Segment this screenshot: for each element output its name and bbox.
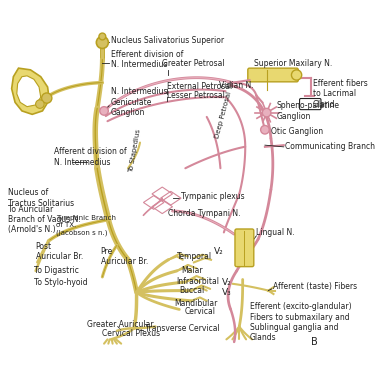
- Ellipse shape: [291, 70, 302, 80]
- Text: V₃: V₃: [222, 288, 232, 297]
- Text: To Auricular
Branch of Vagus N.
(Arnold's N.): To Auricular Branch of Vagus N. (Arnold'…: [8, 205, 81, 234]
- Circle shape: [262, 108, 271, 117]
- Text: Spheno-palatine
Ganglion: Spheno-palatine Ganglion: [277, 101, 340, 121]
- Text: To Stylo-hyoid: To Stylo-hyoid: [34, 278, 87, 286]
- Text: Deep Petrosal: Deep Petrosal: [214, 91, 232, 139]
- Text: To Digastric: To Digastric: [34, 266, 79, 275]
- Polygon shape: [17, 76, 41, 106]
- Text: Lingual N.: Lingual N.: [256, 228, 295, 237]
- Text: Communicating Branch: Communicating Branch: [285, 142, 375, 152]
- Text: N. Intermedius
Geniculate
Ganglion: N. Intermedius Geniculate Ganglion: [111, 87, 168, 117]
- Text: Greater Auricular: Greater Auricular: [87, 320, 154, 329]
- Text: Infraorbital: Infraorbital: [176, 277, 219, 286]
- Text: Chorda Tympani N.: Chorda Tympani N.: [168, 209, 241, 218]
- Text: External Petrosal: External Petrosal: [167, 82, 233, 92]
- Circle shape: [36, 100, 44, 108]
- Text: Vidian N.: Vidian N.: [219, 81, 253, 90]
- Text: Nucleus of
Tractus Solitarius: Nucleus of Tractus Solitarius: [8, 189, 74, 208]
- Circle shape: [261, 126, 269, 134]
- Text: Transverse Cervical: Transverse Cervical: [145, 324, 220, 333]
- Text: Otic Ganglion: Otic Ganglion: [271, 127, 323, 136]
- Text: Nucleus Salivatorius Superior: Nucleus Salivatorius Superior: [111, 36, 224, 45]
- Text: Greater Petrosal: Greater Petrosal: [162, 58, 225, 68]
- Text: Superior Maxilary N.: Superior Maxilary N.: [254, 58, 332, 68]
- FancyBboxPatch shape: [248, 68, 298, 82]
- FancyBboxPatch shape: [235, 229, 254, 267]
- Text: Cervical Plexus: Cervical Plexus: [102, 329, 160, 338]
- Text: Mandibular: Mandibular: [174, 299, 218, 308]
- Text: V₂: V₂: [214, 247, 223, 256]
- FancyBboxPatch shape: [299, 99, 321, 109]
- Text: Post
Auricular Br.: Post Auricular Br.: [36, 242, 83, 261]
- Text: Efferent division of
N. Intermedius: Efferent division of N. Intermedius: [111, 50, 183, 69]
- Text: Tympanic Branch
of TX.
(Jacobson s n.): Tympanic Branch of TX. (Jacobson s n.): [56, 215, 116, 236]
- Text: Lesser Petrosal: Lesser Petrosal: [167, 91, 225, 100]
- Text: Temporal: Temporal: [177, 252, 212, 261]
- Text: Buccal: Buccal: [179, 286, 204, 295]
- Text: Tympanic plexus: Tympanic plexus: [181, 192, 245, 201]
- Text: Efferent (excito-glandular)
Fibers to submaxilary and
Sublingual ganglia and
Gla: Efferent (excito-glandular) Fibers to su…: [250, 302, 351, 342]
- Text: Afferent (taste) Fibers: Afferent (taste) Fibers: [274, 282, 358, 291]
- Text: Pre
Auricular Br.: Pre Auricular Br.: [101, 247, 148, 266]
- Circle shape: [99, 33, 106, 40]
- Text: B: B: [311, 337, 318, 347]
- Circle shape: [97, 36, 108, 48]
- Polygon shape: [12, 68, 49, 114]
- Text: Afferent division of
N. Intermedius: Afferent division of N. Intermedius: [54, 147, 127, 167]
- Circle shape: [41, 93, 52, 103]
- Text: Malar: Malar: [181, 266, 203, 275]
- Text: Efferent fibers
to Lacrimal
Gland: Efferent fibers to Lacrimal Gland: [313, 79, 367, 109]
- Text: To Stapedius: To Stapedius: [128, 129, 142, 173]
- Text: V₂: V₂: [222, 278, 232, 286]
- Text: Cervical: Cervical: [184, 308, 215, 316]
- Circle shape: [100, 106, 108, 115]
